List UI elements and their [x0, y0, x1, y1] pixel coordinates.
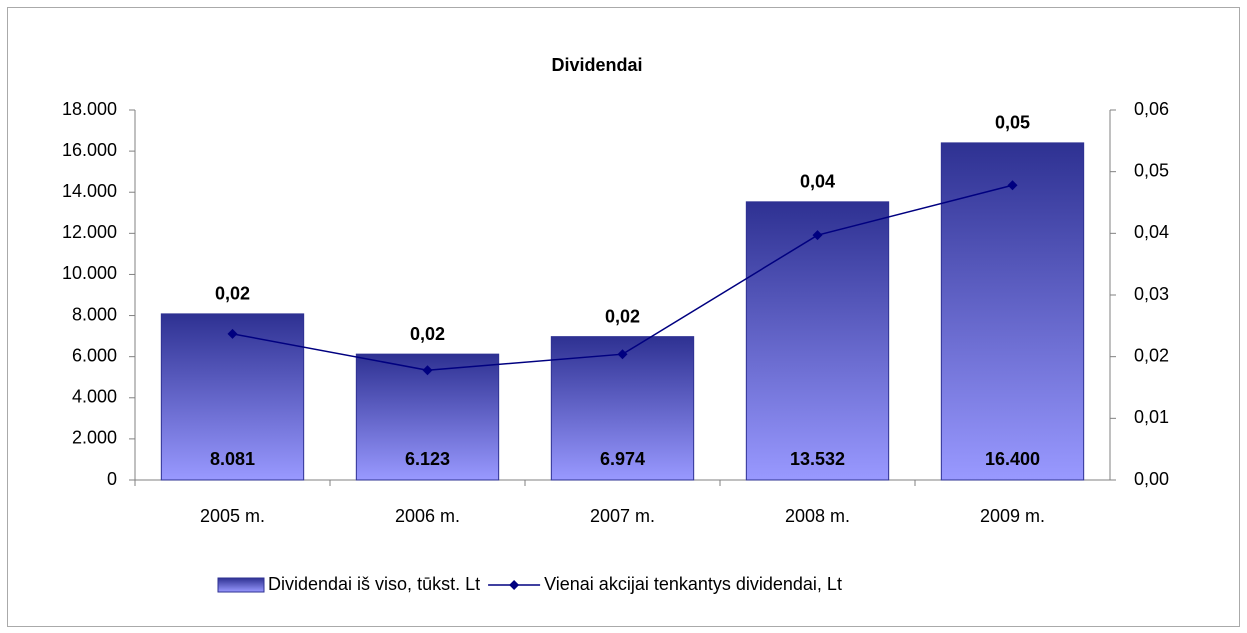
legend-marker [509, 580, 520, 590]
line-marker [812, 230, 823, 241]
chart-title: Dividendai [551, 55, 642, 75]
legend-label: Dividendai iš viso, tūkst. Lt [268, 574, 480, 594]
y2-tick-label: 0,01 [1134, 407, 1169, 427]
bar-value-label: 13.532 [790, 449, 845, 469]
line-value-label: 0,04 [800, 172, 835, 192]
y-tick-label: 18.000 [62, 99, 117, 119]
y-tick-label: 12.000 [62, 222, 117, 242]
line-value-label: 0,02 [215, 284, 250, 304]
line-value-label: 0,02 [410, 324, 445, 344]
y2-tick-label: 0,03 [1134, 284, 1169, 304]
x-tick-label: 2008 m. [785, 506, 850, 526]
y-tick-label: 8.000 [72, 304, 117, 324]
bar-value-label: 6.974 [600, 449, 645, 469]
bar-value-label: 8.081 [210, 449, 255, 469]
line-value-label: 0,02 [605, 306, 640, 326]
bar [745, 201, 890, 481]
y-tick-label: 6.000 [72, 345, 117, 365]
line-marker [227, 328, 238, 339]
y-tick-label: 2.000 [72, 428, 117, 448]
y2-tick-label: 0,05 [1134, 160, 1169, 180]
y-tick-label: 4.000 [72, 387, 117, 407]
bar [940, 142, 1085, 481]
y2-tick-label: 0,06 [1134, 99, 1169, 119]
y-tick-label: 14.000 [62, 181, 117, 201]
line-marker [422, 365, 433, 376]
y-tick-label: 10.000 [62, 263, 117, 283]
x-tick-label: 2009 m. [980, 506, 1045, 526]
y2-tick-label: 0,02 [1134, 345, 1169, 365]
y-tick-label: 0 [107, 469, 117, 489]
y2-tick-label: 0,04 [1134, 222, 1169, 242]
line-marker [1007, 180, 1018, 191]
bar-value-label: 6.123 [405, 449, 450, 469]
legend-swatch [217, 577, 265, 593]
y-tick-label: 16.000 [62, 140, 117, 160]
x-tick-label: 2005 m. [200, 506, 265, 526]
line-marker [617, 349, 628, 360]
line-value-label: 0,05 [995, 113, 1030, 133]
bar-value-label: 16.400 [985, 449, 1040, 469]
bar [550, 336, 695, 481]
x-tick-label: 2007 m. [590, 506, 655, 526]
x-tick-label: 2006 m. [395, 506, 460, 526]
y2-tick-label: 0,00 [1134, 469, 1169, 489]
legend-label: Vienai akcijai tenkantys dividendai, Lt [544, 574, 842, 594]
bar [160, 313, 305, 481]
